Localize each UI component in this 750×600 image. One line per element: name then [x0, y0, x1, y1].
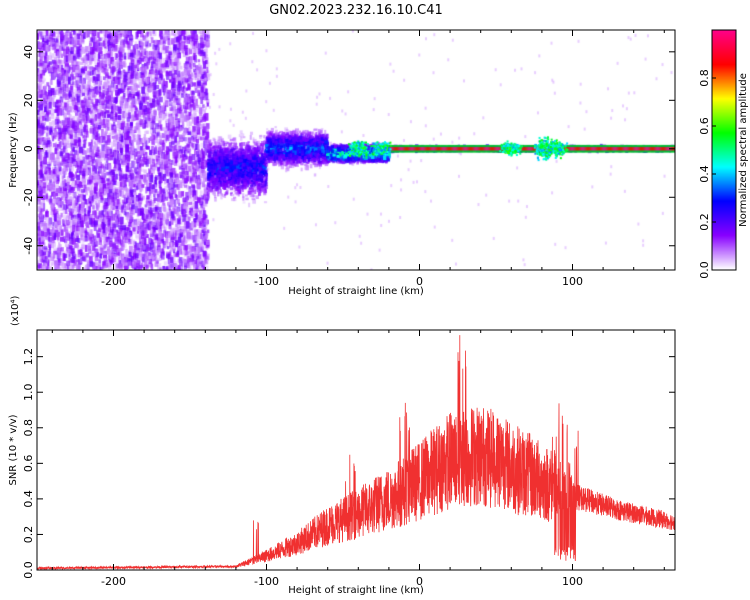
spectrogram-xtick-label: -100	[254, 275, 279, 288]
snr-xtick-label: -200	[101, 575, 126, 588]
spectrogram-ytick-label: 0	[22, 145, 35, 152]
colorbar-label: Normalized spectral amplitude	[738, 73, 749, 227]
colorbar-ticks: 0.0 0.2 0.4 0.6 0.8	[698, 69, 716, 279]
snr-frame	[36, 329, 676, 571]
snr-ytick-label: 1.2	[22, 348, 35, 366]
spectrogram-ytick-label: -40	[22, 237, 35, 255]
snr-multiplier: (x10⁴)	[10, 295, 21, 326]
colorbar-gradient	[712, 30, 736, 270]
spectrogram-xtick-label: 100	[562, 275, 583, 288]
snr-ytick-label: 1.0	[22, 383, 35, 401]
spectrogram-ytick-label: 20	[22, 93, 35, 107]
spectrogram-xtick-label: -200	[101, 275, 126, 288]
colorbar-tick-label: 0.2	[698, 213, 711, 231]
snr-panel: -200 -100 0 100 0.0 0.2 0.4 0.6 0.8 1.0 1.2 Height…	[8, 295, 676, 596]
spectrogram-ytick-label: 40	[22, 45, 35, 59]
colorbar-tick-label: 0.6	[698, 117, 711, 135]
snr-xlabel: Height of straight line (km)	[288, 585, 424, 596]
snr-ytick-label: 0.4	[22, 490, 35, 508]
colorbar-tick-label: 0.8	[698, 69, 711, 87]
snr-ytick-label: 0.0	[22, 561, 35, 579]
colorbar-frame	[711, 29, 737, 271]
spectrogram-xlabel: Height of straight line (km)	[288, 286, 424, 297]
snr-ylabel: SNR (10 * v/v)	[8, 414, 19, 485]
snr-ytick-label: 0.2	[22, 526, 35, 544]
snr-ytick-label: 0.6	[22, 455, 35, 473]
colorbar: 0.0 0.2 0.4 0.6 0.8 Normalized spectral ampl…	[698, 29, 749, 279]
snr-xtick-label: -100	[254, 575, 279, 588]
colorbar-tick-label: 0.4	[698, 165, 711, 183]
spectrogram-image	[37, 30, 675, 270]
spectrogram-ytick-label: -20	[22, 188, 35, 206]
spectrogram-frame	[36, 29, 676, 271]
spectrogram-ylabel: Frequency (Hz)	[8, 112, 19, 188]
snr-xtick-label: 100	[562, 575, 583, 588]
snr-xtick-label: 0	[416, 575, 423, 588]
snr-ytick-label: 0.8	[22, 419, 35, 437]
colorbar-tick-label: 0.0	[698, 261, 711, 279]
spectrogram-xtick-label: 0	[416, 275, 423, 288]
snr-line-path	[36, 335, 676, 571]
snr-series	[36, 335, 676, 571]
figure-title: GN02.2023.232.16.10.C41	[269, 3, 443, 18]
